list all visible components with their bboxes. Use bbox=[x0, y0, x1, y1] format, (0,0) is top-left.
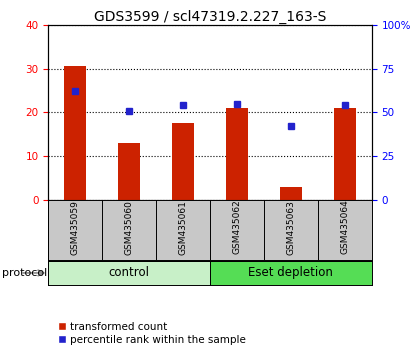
Legend: transformed count, percentile rank within the sample: transformed count, percentile rank withi… bbox=[53, 317, 250, 349]
Bar bbox=[210, 261, 372, 285]
Text: Eset depletion: Eset depletion bbox=[248, 267, 333, 279]
Text: protocol: protocol bbox=[2, 268, 47, 278]
Bar bbox=[226, 108, 248, 200]
Bar bbox=[118, 143, 140, 200]
Text: GSM435059: GSM435059 bbox=[71, 200, 80, 255]
Bar bbox=[280, 187, 302, 200]
Text: control: control bbox=[109, 267, 150, 279]
Text: GSM435060: GSM435060 bbox=[125, 200, 134, 255]
Text: GSM435064: GSM435064 bbox=[340, 200, 349, 255]
Text: GSM435063: GSM435063 bbox=[286, 200, 295, 255]
Bar bbox=[334, 108, 355, 200]
Text: GSM435062: GSM435062 bbox=[232, 200, 241, 255]
Bar bbox=[172, 123, 194, 200]
Title: GDS3599 / scl47319.2.227_163-S: GDS3599 / scl47319.2.227_163-S bbox=[94, 10, 326, 24]
Bar bbox=[65, 67, 86, 200]
Bar bbox=[48, 261, 210, 285]
Text: GSM435061: GSM435061 bbox=[178, 200, 188, 255]
